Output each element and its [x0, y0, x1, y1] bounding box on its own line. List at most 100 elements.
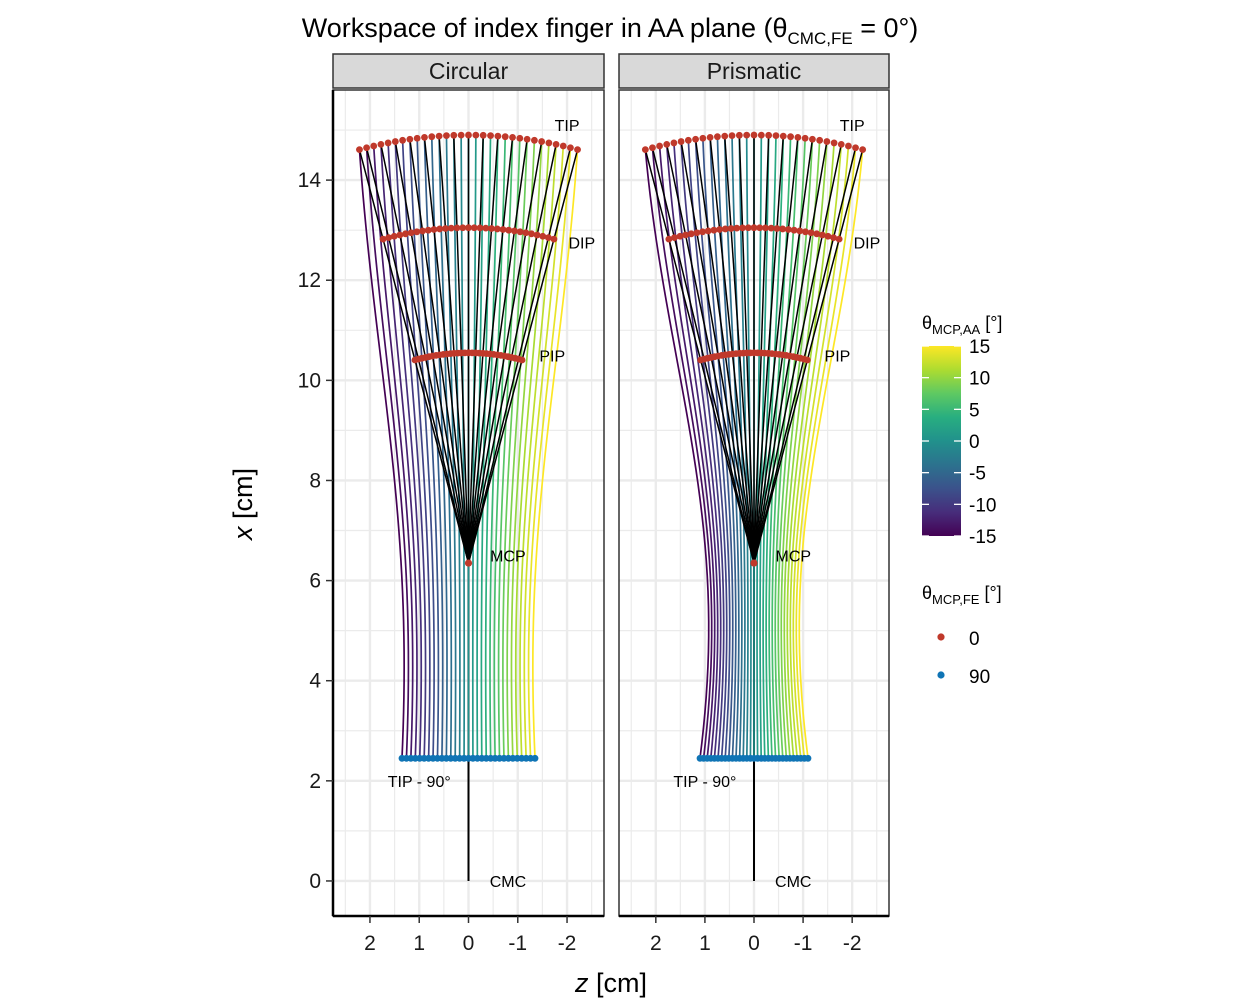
joint-point-fe0 [450, 131, 458, 139]
joint-point-fe0 [704, 227, 712, 235]
finger-line [753, 137, 799, 564]
joint-point-fe0 [767, 224, 775, 232]
workspace-curve [777, 139, 814, 759]
joint-point-fe0 [803, 356, 811, 364]
joint-point-fe0 [735, 131, 743, 139]
workspace-curve [380, 144, 418, 759]
joint-point-fe0 [516, 134, 524, 142]
panel-data [356, 131, 581, 881]
finger-line [467, 139, 528, 564]
chart-title: Workspace of index finger in AA plane (θ… [302, 13, 919, 48]
joint-point-fe0 [692, 135, 699, 143]
joint-point-fe0 [837, 141, 845, 148]
joint-point-fe0 [739, 224, 746, 232]
joint-point-fe0 [443, 132, 450, 140]
workspace-curve [780, 140, 821, 759]
tip-point-fe90 [531, 754, 539, 762]
joint-point-fe0 [459, 224, 467, 232]
point-legend-key [937, 633, 945, 641]
workspace-curve [783, 141, 828, 759]
finger-line [467, 149, 579, 564]
workspace-curve [798, 149, 864, 759]
joint-point-fe0 [391, 138, 399, 145]
joint-point-fe0 [442, 225, 449, 232]
joint-point-fe0 [665, 235, 673, 243]
joint-point-fe0 [772, 132, 780, 140]
workspace-curve [644, 149, 710, 759]
joint-point-fe0 [379, 235, 387, 243]
joint-point-fe0 [809, 135, 816, 143]
joint-point-fe0 [790, 226, 798, 234]
annotation-tip: TIP [555, 118, 580, 135]
finger-line [380, 144, 470, 564]
joint-point-fe0 [671, 234, 678, 242]
point-legend: 0 90 [937, 629, 990, 688]
workspace-curve [502, 139, 528, 759]
joint-point-fe0 [533, 231, 541, 239]
finger-line [644, 149, 755, 564]
finger-line [753, 149, 864, 564]
joint-point-fe0 [859, 146, 867, 154]
y-tick-label: 14 [298, 169, 322, 192]
x-axis-prismatic: 2 1 0 -1 -2 [619, 914, 889, 955]
joint-point-fe0 [482, 224, 490, 232]
x-tick-label: 2 [650, 932, 662, 955]
joint-point-fe0 [794, 133, 802, 141]
workspace-curve [387, 142, 423, 759]
annotation-dip: DIP [854, 236, 881, 253]
joint-point-fe0 [787, 133, 794, 141]
joint-point-fe0 [744, 224, 752, 232]
joint-point-fe0 [476, 224, 484, 232]
annotation-tip-90: TIP - 90° [673, 774, 736, 791]
joint-point-fe0 [385, 234, 393, 242]
joint-point-fe0 [663, 141, 671, 148]
x-tick-label: 1 [413, 932, 425, 955]
joint-point-fe0 [470, 224, 478, 232]
y-tick-label: 4 [309, 670, 321, 693]
joint-point-fe0 [384, 139, 392, 147]
finger-line [467, 137, 514, 564]
x-tick-label: -2 [843, 932, 862, 955]
y-tick-label: 10 [298, 369, 321, 392]
finger-line [738, 135, 755, 564]
facet-strip [332, 53, 605, 89]
joint-point-fe0 [370, 142, 378, 150]
finger-line [753, 136, 785, 564]
joint-point-fe0 [716, 226, 724, 233]
joint-point-fe0 [406, 135, 414, 143]
workspace-curve [786, 142, 835, 759]
facet-label: Circular [429, 58, 509, 84]
workspace-curve [365, 147, 410, 759]
workspace-curve [452, 135, 461, 759]
joint-point-fe0 [402, 230, 409, 238]
joint-point-fe0 [845, 142, 852, 150]
joint-point-fe0 [807, 229, 815, 237]
colorbar-label: -15 [969, 527, 996, 548]
point-legend-title: θMCP,FE [°] [922, 583, 1002, 607]
annotation-tip-90: TIP - 90° [388, 774, 451, 791]
joint-point-fe0 [676, 232, 684, 240]
joint-point-fe0 [802, 228, 809, 236]
joint-point-fe0 [721, 132, 729, 140]
joint-point-fe0 [757, 131, 765, 139]
annotation-dip: DIP [568, 236, 595, 253]
joint-point-fe0 [528, 230, 535, 238]
y-axis-title: x [cm] [228, 468, 258, 542]
joint-point-fe0 [830, 139, 838, 147]
joint-point-fe0 [765, 131, 773, 139]
joint-point-fe0 [396, 231, 404, 239]
workspace-curve [680, 141, 725, 759]
joint-point-fe0 [656, 142, 663, 150]
joint-point-fe0 [677, 138, 685, 145]
joint-point-fe0 [511, 227, 518, 235]
x-tick-label: 0 [748, 932, 760, 955]
facet-panel-circular: Circular TIP DIP PIP MCP TIP - 90° CMC [332, 53, 605, 917]
joint-point-fe0 [567, 144, 574, 152]
joint-point-fe0 [399, 136, 406, 144]
finger-line [753, 144, 843, 564]
workspace-curve [673, 142, 722, 759]
joint-point-fe0 [699, 228, 706, 236]
point-legend-key [937, 671, 945, 679]
color-legend-title: θMCP,AA [°] [922, 313, 1002, 337]
workspace-curve [694, 139, 731, 759]
